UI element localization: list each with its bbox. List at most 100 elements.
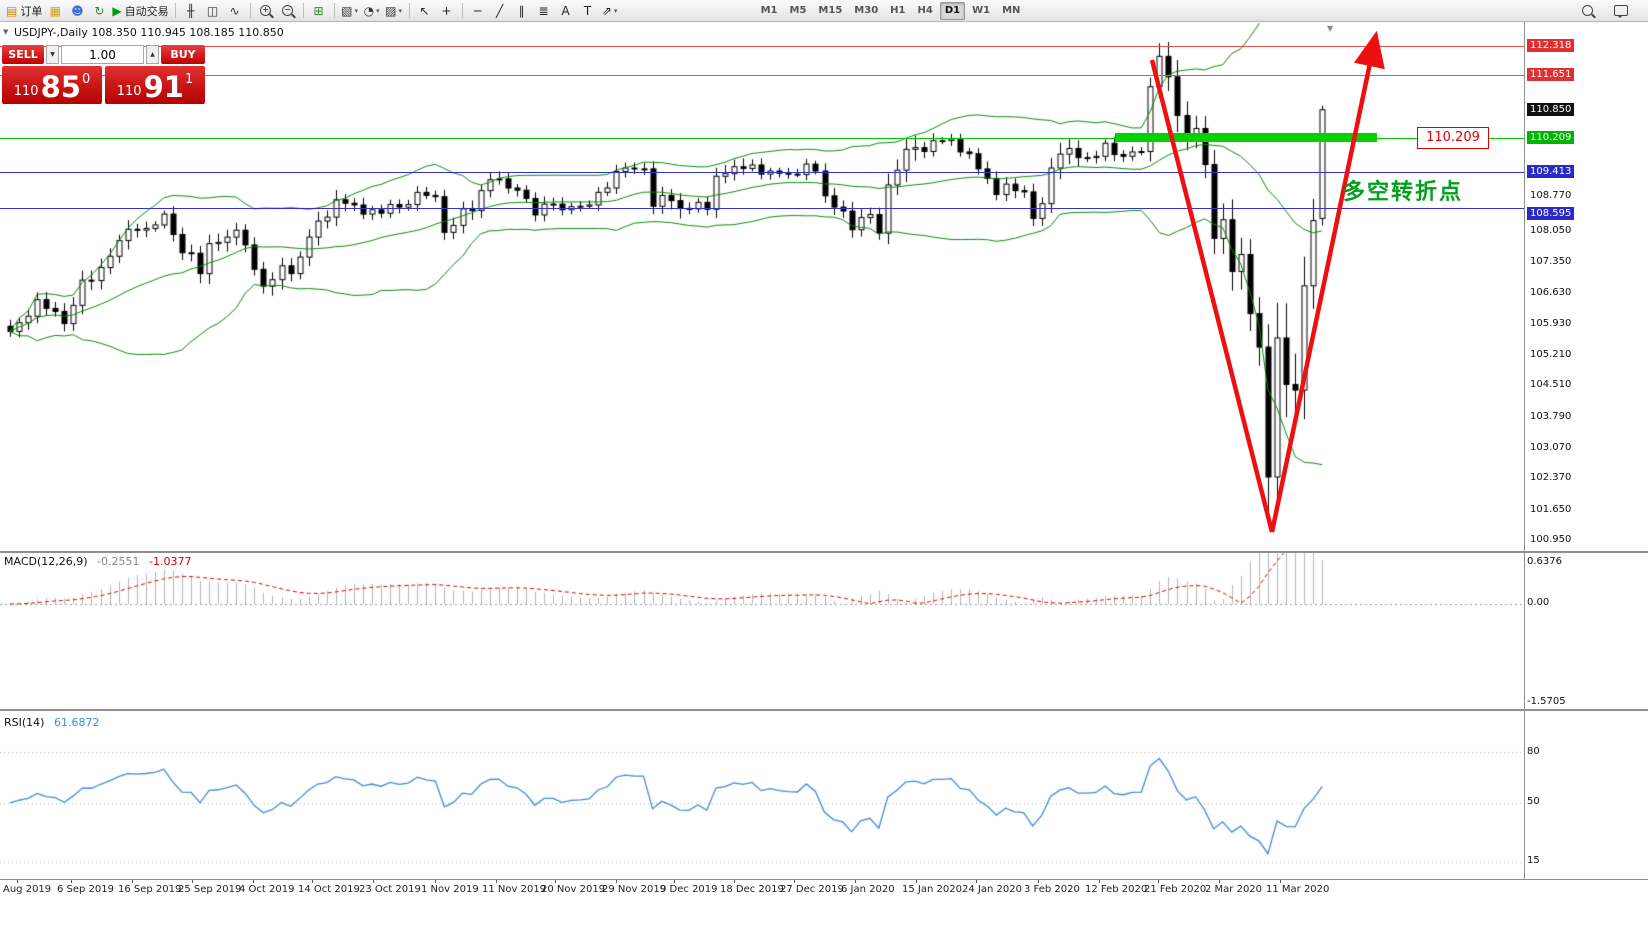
support-zone-line[interactable] xyxy=(1115,133,1377,142)
candlestick-chart-icon[interactable]: ◫ xyxy=(202,2,224,20)
time-tick xyxy=(916,880,917,883)
chevron-down-icon: ▾ xyxy=(613,6,618,15)
text-label-icon[interactable]: T xyxy=(577,2,599,20)
time-label: 14 Oct 2019 xyxy=(298,884,360,895)
time-label: 24 Jan 2020 xyxy=(962,884,1022,895)
buy-price-big: 91 xyxy=(143,70,184,104)
price-label-109.413: 109.413 xyxy=(1527,165,1575,178)
time-label: 23 Oct 2019 xyxy=(359,884,421,895)
trendline-icon[interactable]: ╱ xyxy=(489,2,511,20)
time-label: Aug 2019 xyxy=(3,884,52,895)
time-label: 2 Mar 2020 xyxy=(1205,884,1263,895)
price-label-106.630: 106.630 xyxy=(1530,287,1572,298)
level-line-110.209[interactable] xyxy=(0,138,1524,139)
price-label-101.650: 101.650 xyxy=(1530,504,1572,515)
macd-panel-divider[interactable] xyxy=(0,551,1648,553)
crosshair-icon[interactable]: + xyxy=(436,2,458,20)
sell-price-button[interactable]: 110 85 0 xyxy=(2,66,102,104)
time-tick xyxy=(312,880,313,883)
price-label-111.651: 111.651 xyxy=(1527,68,1575,81)
time-label: 6 Jan 2020 xyxy=(841,884,895,895)
templates-icon[interactable]: ▨ ▾ xyxy=(383,2,405,20)
time-label: 11 Nov 2019 xyxy=(482,884,547,895)
time-label: 20 Nov 2019 xyxy=(541,884,606,895)
timeframe-M1[interactable]: M1 xyxy=(760,4,778,16)
arrows-icon: ⇗ xyxy=(601,3,612,18)
volume-up-button[interactable]: ▲ xyxy=(146,45,159,64)
cursor-icon[interactable]: ↖ xyxy=(414,2,436,20)
price-axis[interactable] xyxy=(1525,22,1648,879)
buy-price-prefix: 110 xyxy=(116,84,142,99)
cursor-icon: ↖ xyxy=(419,3,430,18)
new-order-button[interactable]: ▤ 订单 xyxy=(4,2,44,20)
navigator-refresh-icon[interactable]: ↻ xyxy=(88,2,110,20)
oneclick-collapse-arrow[interactable]: ▼ xyxy=(3,28,9,36)
timeframe-M30[interactable]: M30 xyxy=(854,4,879,16)
bar-chart-icon: ╫ xyxy=(186,3,195,18)
line-chart-icon[interactable]: ∿ xyxy=(224,2,246,20)
fibonacci-icon[interactable]: ≣ xyxy=(533,2,555,20)
tile-windows-icon[interactable]: ⊞ xyxy=(308,2,330,20)
text-icon[interactable]: A xyxy=(555,2,577,20)
annotation-text[interactable]: 多空转折点 xyxy=(1343,180,1464,205)
buy-price-button[interactable]: 110 91 1 xyxy=(105,66,205,104)
crosshair-icon: + xyxy=(441,3,452,18)
volume-input[interactable] xyxy=(61,45,144,64)
line-chart-icon: ∿ xyxy=(229,3,240,18)
horizontal-line-icon[interactable]: ─ xyxy=(467,2,489,20)
price-callout[interactable]: 110.209 xyxy=(1417,127,1489,149)
time-tick xyxy=(1099,880,1100,883)
new-order-button: ▤ xyxy=(6,3,18,18)
time-label: 18 Dec 2019 xyxy=(720,884,784,895)
market-watch-icon[interactable]: ▦ xyxy=(44,2,66,20)
zoom-in-icon[interactable]: + xyxy=(255,2,277,20)
autotrading-button[interactable]: ▶ 自动交易 xyxy=(110,2,170,20)
time-tick xyxy=(435,880,436,883)
toolbar-separator xyxy=(333,3,335,18)
time-tick xyxy=(976,880,977,883)
new-chart-icon[interactable]: ▧ ▾ xyxy=(339,2,361,20)
timeframe-H4[interactable]: H4 xyxy=(917,4,933,16)
one-click-trading-panel: SELL ▼ ▲ BUY 110 85 0 110 91 1 xyxy=(2,45,205,104)
periods-clock-icon[interactable]: ◔ ▾ xyxy=(361,2,383,20)
timeframe-W1[interactable]: W1 xyxy=(972,4,991,16)
text-label-icon: T xyxy=(583,3,592,18)
market-watch-icon: ▦ xyxy=(49,3,62,18)
toolbar-separator xyxy=(249,3,251,18)
level-line-111.651[interactable] xyxy=(0,75,1524,76)
time-tick xyxy=(192,880,193,883)
arrows-icon[interactable]: ⇗ ▾ xyxy=(599,2,621,20)
bar-chart-icon[interactable]: ╫ xyxy=(180,2,202,20)
chevron-down-icon: ▾ xyxy=(398,6,402,15)
time-axis[interactable]: Aug 2019 6 Sep 2019 16 Sep 2019 25 Sep 2019… xyxy=(0,880,1648,900)
periods-clock-icon: ◔ xyxy=(363,3,375,18)
timeframe-M15[interactable]: M15 xyxy=(818,4,843,16)
timeframe-M5[interactable]: M5 xyxy=(789,4,807,16)
channel-icon[interactable]: ∥ xyxy=(511,2,533,20)
level-line-112.318[interactable] xyxy=(0,46,1524,47)
time-tick xyxy=(1219,880,1220,883)
navigator-refresh-icon: ↻ xyxy=(94,3,105,18)
chat-icon[interactable] xyxy=(1610,2,1632,20)
timeframe-D1[interactable]: D1 xyxy=(939,1,966,20)
search-icon[interactable] xyxy=(1576,2,1598,20)
time-label: 4 Oct 2019 xyxy=(239,884,295,895)
toolbar-separator xyxy=(174,3,176,18)
volume-down-button[interactable]: ▼ xyxy=(46,45,59,64)
buy-price-sup: 1 xyxy=(184,72,194,87)
sell-button[interactable]: SELL xyxy=(2,45,44,64)
macd-header: MACD(12,26,9) -0.2551 -1.0377 xyxy=(4,555,191,568)
chart-canvas[interactable] xyxy=(0,22,1524,880)
buy-button[interactable]: BUY xyxy=(161,45,205,64)
time-tick xyxy=(855,880,856,883)
timeframe-H1[interactable]: H1 xyxy=(890,4,906,16)
timeframe-MN[interactable]: MN xyxy=(1002,4,1021,16)
sell-price-big: 85 xyxy=(40,70,81,104)
data-window-icon: ☻ xyxy=(71,3,84,18)
level-line-108.595[interactable] xyxy=(0,208,1524,209)
time-tick xyxy=(616,880,617,883)
level-line-109.413[interactable] xyxy=(0,172,1524,173)
data-window-icon[interactable]: ☻ xyxy=(66,2,88,20)
zoom-out-icon[interactable]: − xyxy=(277,2,299,20)
rsi-panel-divider[interactable] xyxy=(0,709,1648,711)
